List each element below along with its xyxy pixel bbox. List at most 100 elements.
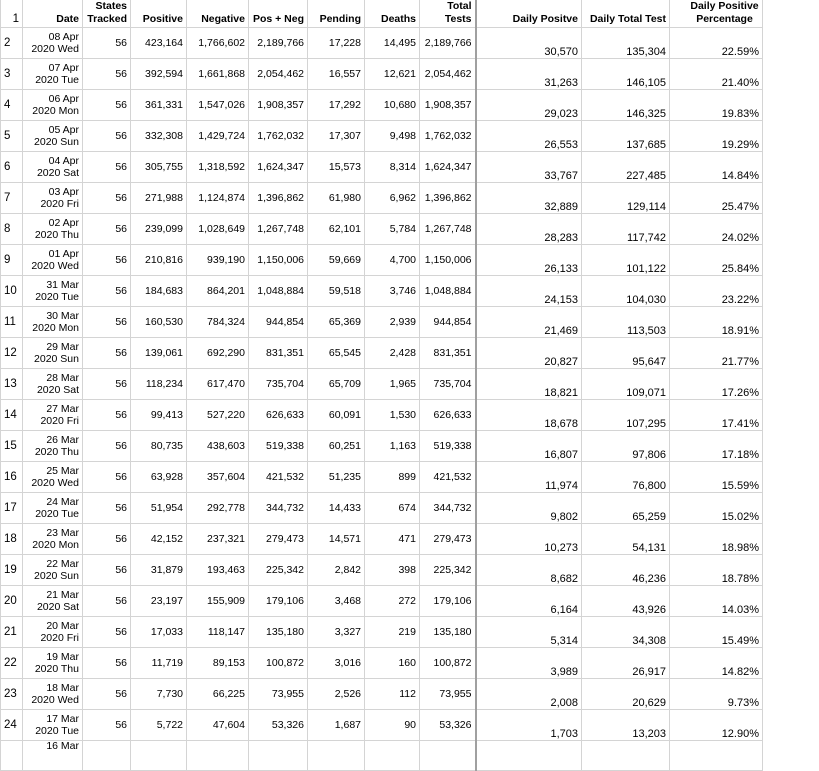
cell-positive[interactable]: 11,719 bbox=[130, 647, 187, 679]
cell-date[interactable]: 26 Mar 2020 Thu bbox=[22, 430, 83, 462]
cell-pending[interactable]: 17,228 bbox=[307, 27, 365, 59]
cell-daily-positive[interactable]: 16,807 bbox=[475, 430, 582, 462]
row-number[interactable]: 6 bbox=[0, 151, 23, 183]
table-cell[interactable] bbox=[475, 740, 582, 771]
cell-daily-positive[interactable]: 2,008 bbox=[475, 678, 582, 710]
cell-positive[interactable]: 160,530 bbox=[130, 306, 187, 338]
row-number[interactable]: 8 bbox=[0, 213, 23, 245]
cell-daily-positive-percentage[interactable]: 22.59% bbox=[669, 27, 763, 59]
cell-states-tracked[interactable]: 56 bbox=[82, 430, 131, 462]
cell-deaths[interactable]: 1,530 bbox=[364, 399, 420, 431]
table-cell[interactable] bbox=[130, 740, 187, 771]
row-number[interactable]: 4 bbox=[0, 89, 23, 121]
cell-total-tests[interactable]: 735,704 bbox=[419, 368, 477, 400]
cell-total-tests[interactable]: 53,326 bbox=[419, 709, 477, 741]
cell-date[interactable]: 08 Apr 2020 Wed bbox=[22, 27, 83, 59]
cell-daily-positive-percentage[interactable]: 21.40% bbox=[669, 58, 763, 90]
cell-states-tracked[interactable]: 56 bbox=[82, 275, 131, 307]
cell-states-tracked[interactable]: 56 bbox=[82, 120, 131, 152]
row-number[interactable]: 14 bbox=[0, 399, 23, 431]
cell-daily-positive-percentage[interactable]: 21.77% bbox=[669, 337, 763, 369]
cell-date[interactable]: 22 Mar 2020 Sun bbox=[22, 554, 83, 586]
cell-deaths[interactable]: 1,163 bbox=[364, 430, 420, 462]
cell-pending[interactable]: 51,235 bbox=[307, 461, 365, 493]
cell-daily-positive[interactable]: 33,767 bbox=[475, 151, 582, 183]
row-number[interactable]: 23 bbox=[0, 678, 23, 710]
cell-daily-total-test[interactable]: 104,030 bbox=[581, 275, 670, 307]
cell-pending[interactable]: 3,468 bbox=[307, 585, 365, 617]
cell-pending[interactable]: 15,573 bbox=[307, 151, 365, 183]
header-daily-positive[interactable]: Daily Positve bbox=[475, 0, 582, 28]
cell-positive[interactable]: 31,879 bbox=[130, 554, 187, 586]
cell-daily-total-test[interactable]: 76,800 bbox=[581, 461, 670, 493]
cell-pos-neg[interactable]: 831,351 bbox=[248, 337, 308, 369]
cell-pending[interactable]: 60,091 bbox=[307, 399, 365, 431]
row-number[interactable]: 2 bbox=[0, 27, 23, 59]
header-deaths[interactable]: Deaths bbox=[364, 0, 420, 28]
row-number[interactable]: 22 bbox=[0, 647, 23, 679]
cell-daily-positive-percentage[interactable]: 14.03% bbox=[669, 585, 763, 617]
cell-negative[interactable]: 66,225 bbox=[186, 678, 249, 710]
cell-deaths[interactable]: 398 bbox=[364, 554, 420, 586]
cell-positive[interactable]: 361,331 bbox=[130, 89, 187, 121]
row-number[interactable]: 1 bbox=[0, 0, 23, 28]
cell-daily-positive[interactable]: 8,682 bbox=[475, 554, 582, 586]
cell-date[interactable]: 28 Mar 2020 Sat bbox=[22, 368, 83, 400]
cell-deaths[interactable]: 90 bbox=[364, 709, 420, 741]
cell-pos-neg[interactable]: 1,150,006 bbox=[248, 244, 308, 276]
cell-negative[interactable]: 1,318,592 bbox=[186, 151, 249, 183]
cell-negative[interactable]: 527,220 bbox=[186, 399, 249, 431]
cell-daily-positive-percentage[interactable]: 15.59% bbox=[669, 461, 763, 493]
row-number[interactable]: 11 bbox=[0, 306, 23, 338]
cell-pos-neg[interactable]: 179,106 bbox=[248, 585, 308, 617]
cell-pos-neg[interactable]: 53,326 bbox=[248, 709, 308, 741]
cell-daily-total-test[interactable]: 97,806 bbox=[581, 430, 670, 462]
cell-states-tracked[interactable]: 56 bbox=[82, 182, 131, 214]
cell-daily-positive-percentage[interactable]: 17.18% bbox=[669, 430, 763, 462]
cell-deaths[interactable]: 112 bbox=[364, 678, 420, 710]
cell-pending[interactable]: 14,571 bbox=[307, 523, 365, 555]
cell-daily-total-test[interactable]: 34,308 bbox=[581, 616, 670, 648]
cell-pending[interactable]: 17,307 bbox=[307, 120, 365, 152]
cell-negative[interactable]: 118,147 bbox=[186, 616, 249, 648]
cell-negative[interactable]: 237,321 bbox=[186, 523, 249, 555]
cell-total-tests[interactable]: 2,054,462 bbox=[419, 58, 477, 90]
table-cell[interactable] bbox=[364, 740, 420, 771]
cell-negative[interactable]: 1,547,026 bbox=[186, 89, 249, 121]
cell-daily-total-test[interactable]: 107,295 bbox=[581, 399, 670, 431]
row-number[interactable]: 24 bbox=[0, 709, 23, 741]
cell-pos-neg[interactable]: 2,054,462 bbox=[248, 58, 308, 90]
cell-daily-positive[interactable]: 29,023 bbox=[475, 89, 582, 121]
cell-states-tracked[interactable]: 56 bbox=[82, 89, 131, 121]
cell-pos-neg[interactable]: 225,342 bbox=[248, 554, 308, 586]
cell-pos-neg[interactable]: 1,396,862 bbox=[248, 182, 308, 214]
cell-positive[interactable]: 118,234 bbox=[130, 368, 187, 400]
cell-daily-positive-percentage[interactable]: 25.84% bbox=[669, 244, 763, 276]
cell-pos-neg[interactable]: 1,267,748 bbox=[248, 213, 308, 245]
cell-negative[interactable]: 1,429,724 bbox=[186, 120, 249, 152]
cell-total-tests[interactable]: 2,189,766 bbox=[419, 27, 477, 59]
cell-daily-total-test[interactable]: 13,203 bbox=[581, 709, 670, 741]
cell-deaths[interactable]: 14,495 bbox=[364, 27, 420, 59]
cell-deaths[interactable]: 4,700 bbox=[364, 244, 420, 276]
cell-date[interactable]: 27 Mar 2020 Fri bbox=[22, 399, 83, 431]
cell-pending[interactable]: 65,369 bbox=[307, 306, 365, 338]
cell-daily-positive-percentage[interactable]: 23.22% bbox=[669, 275, 763, 307]
cell-date[interactable]: 23 Mar 2020 Mon bbox=[22, 523, 83, 555]
cell-total-tests[interactable]: 344,732 bbox=[419, 492, 477, 524]
table-cell[interactable] bbox=[669, 740, 763, 771]
row-number[interactable]: 5 bbox=[0, 120, 23, 152]
cell-daily-total-test[interactable]: 146,325 bbox=[581, 89, 670, 121]
cell-total-tests[interactable]: 279,473 bbox=[419, 523, 477, 555]
row-number[interactable]: 18 bbox=[0, 523, 23, 555]
row-number[interactable]: 19 bbox=[0, 554, 23, 586]
cell-positive[interactable]: 5,722 bbox=[130, 709, 187, 741]
cell-negative[interactable]: 47,604 bbox=[186, 709, 249, 741]
cell-daily-positive[interactable]: 21,469 bbox=[475, 306, 582, 338]
cell-pos-neg[interactable]: 73,955 bbox=[248, 678, 308, 710]
cell-daily-positive[interactable]: 10,273 bbox=[475, 523, 582, 555]
cell-daily-positive-percentage[interactable]: 18.78% bbox=[669, 554, 763, 586]
cell-total-tests[interactable]: 1,396,862 bbox=[419, 182, 477, 214]
cell-daily-positive[interactable]: 28,283 bbox=[475, 213, 582, 245]
cell-deaths[interactable]: 219 bbox=[364, 616, 420, 648]
